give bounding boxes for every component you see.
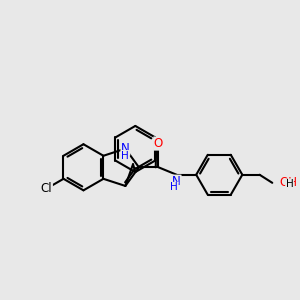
Text: H: H (170, 182, 178, 192)
Text: N: N (172, 175, 181, 188)
Text: OH: OH (279, 176, 297, 189)
Text: O: O (154, 137, 163, 150)
Text: H: H (286, 179, 293, 189)
Text: H: H (122, 151, 129, 160)
Text: N: N (121, 142, 130, 155)
Text: Cl: Cl (41, 182, 52, 195)
